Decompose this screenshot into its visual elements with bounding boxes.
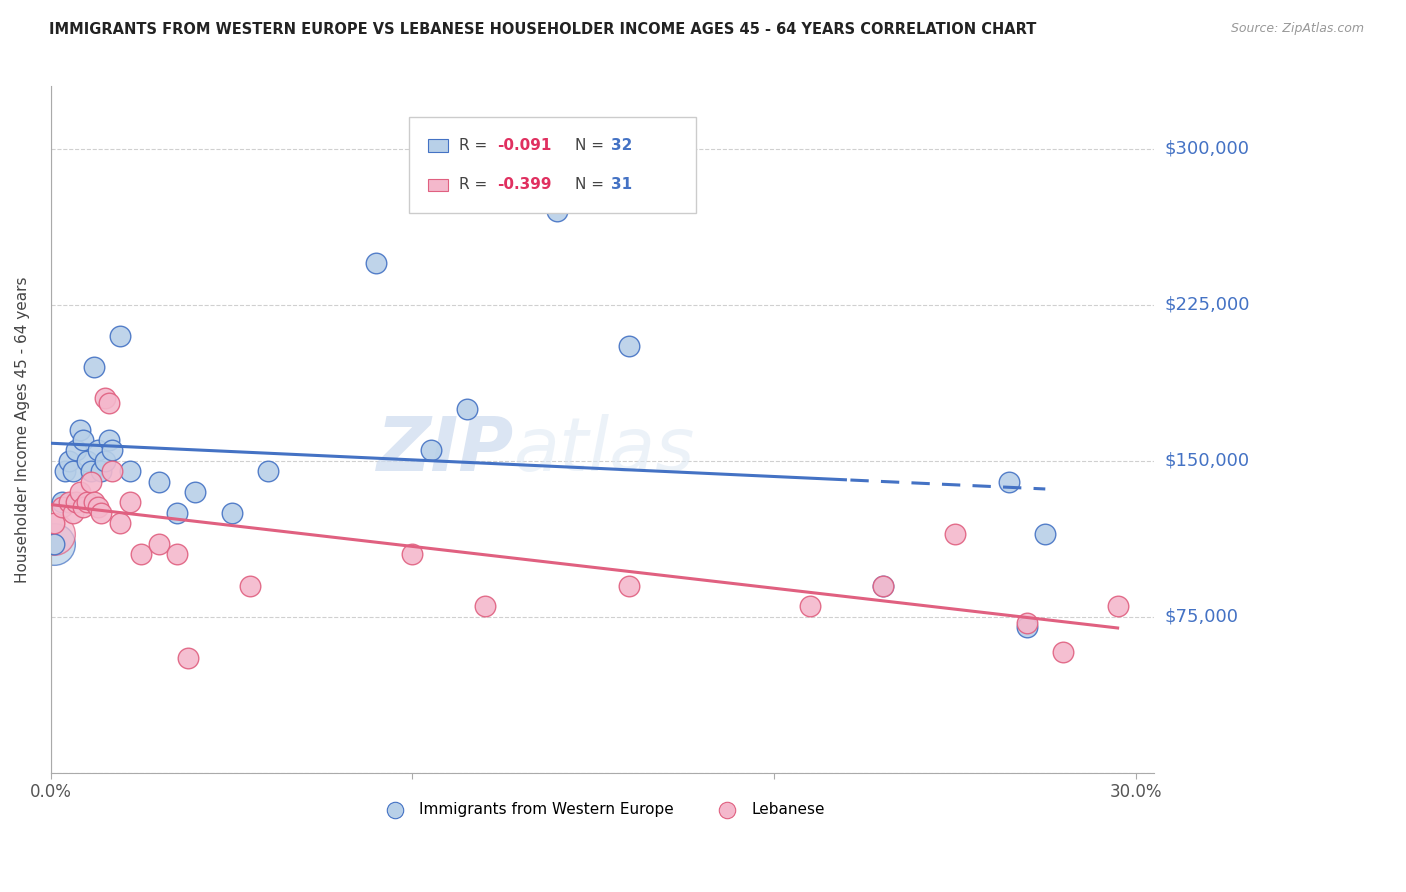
Point — [87, 500, 110, 514]
Text: $75,000: $75,000 — [1166, 607, 1239, 626]
Text: N =: N = — [575, 138, 609, 153]
Text: atlas: atlas — [515, 414, 696, 486]
Point — [943, 526, 966, 541]
Point — [256, 464, 278, 478]
Point — [872, 578, 894, 592]
Point — [872, 578, 894, 592]
Point — [177, 651, 200, 665]
Point — [69, 423, 91, 437]
Text: Source: ZipAtlas.com: Source: ZipAtlas.com — [1230, 22, 1364, 36]
Point — [1017, 620, 1039, 634]
Point — [401, 547, 423, 561]
Point — [72, 433, 94, 447]
Point — [1107, 599, 1129, 614]
Text: 31: 31 — [612, 178, 633, 193]
Point — [129, 547, 152, 561]
Point — [998, 475, 1021, 489]
Text: R =: R = — [458, 138, 492, 153]
Text: N =: N = — [575, 178, 609, 193]
Point — [366, 256, 388, 270]
Point — [51, 500, 73, 514]
Point — [120, 464, 142, 478]
Point — [44, 516, 66, 530]
Point — [94, 454, 117, 468]
Point — [97, 395, 120, 409]
Text: $300,000: $300,000 — [1166, 140, 1250, 158]
Point — [76, 454, 98, 468]
Point — [62, 464, 84, 478]
Point — [166, 506, 188, 520]
Point — [1017, 615, 1039, 630]
Point — [619, 339, 641, 353]
Point — [69, 485, 91, 500]
Y-axis label: Householder Income Ages 45 - 64 years: Householder Income Ages 45 - 64 years — [15, 277, 30, 582]
Point — [546, 204, 568, 219]
Text: 32: 32 — [612, 138, 633, 153]
Point — [799, 599, 821, 614]
Point — [101, 464, 124, 478]
Legend: Immigrants from Western Europe, Lebanese: Immigrants from Western Europe, Lebanese — [373, 797, 831, 823]
Point — [79, 464, 101, 478]
Text: -0.091: -0.091 — [498, 138, 553, 153]
Point — [53, 464, 76, 478]
Text: R =: R = — [458, 178, 492, 193]
Point — [94, 392, 117, 406]
Point — [58, 454, 80, 468]
Point — [108, 329, 131, 343]
FancyBboxPatch shape — [427, 178, 449, 191]
Point — [166, 547, 188, 561]
Point — [44, 526, 66, 541]
Point — [108, 516, 131, 530]
Text: ZIP: ZIP — [377, 414, 515, 487]
Point — [65, 495, 87, 509]
Point — [1033, 526, 1056, 541]
Point — [474, 599, 496, 614]
Point — [72, 500, 94, 514]
Point — [65, 443, 87, 458]
Point — [79, 475, 101, 489]
Point — [76, 495, 98, 509]
Point — [58, 495, 80, 509]
Point — [83, 495, 105, 509]
Point — [62, 506, 84, 520]
Point — [90, 464, 112, 478]
Point — [120, 495, 142, 509]
FancyBboxPatch shape — [409, 117, 696, 213]
Point — [148, 537, 170, 551]
Point — [44, 537, 66, 551]
Point — [148, 475, 170, 489]
Point — [456, 401, 478, 416]
Point — [419, 443, 441, 458]
Point — [90, 506, 112, 520]
Point — [44, 537, 66, 551]
Point — [97, 433, 120, 447]
Point — [87, 443, 110, 458]
Point — [83, 360, 105, 375]
Point — [101, 443, 124, 458]
Point — [221, 506, 243, 520]
Text: $225,000: $225,000 — [1166, 296, 1250, 314]
Text: $150,000: $150,000 — [1166, 451, 1250, 470]
Point — [239, 578, 262, 592]
Point — [1052, 645, 1074, 659]
Point — [51, 495, 73, 509]
Point — [619, 578, 641, 592]
FancyBboxPatch shape — [427, 139, 449, 152]
Point — [184, 485, 207, 500]
Text: IMMIGRANTS FROM WESTERN EUROPE VS LEBANESE HOUSEHOLDER INCOME AGES 45 - 64 YEARS: IMMIGRANTS FROM WESTERN EUROPE VS LEBANE… — [49, 22, 1036, 37]
Text: -0.399: -0.399 — [498, 178, 553, 193]
